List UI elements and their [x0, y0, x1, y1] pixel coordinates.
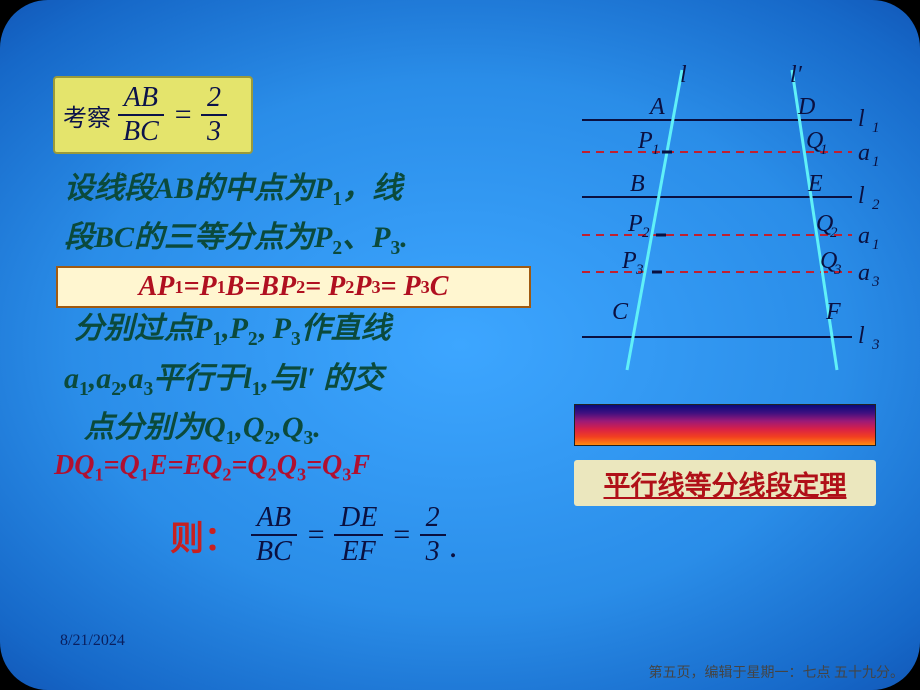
frac-2-3: 2 3: [201, 84, 227, 146]
svg-text:E: E: [807, 171, 823, 197]
svg-text:A: A: [648, 94, 665, 120]
svg-text:1: 1: [872, 154, 880, 170]
svg-text:P: P: [637, 128, 653, 154]
theorem-title: 平行线等分线段定理: [574, 460, 876, 506]
svg-text:F: F: [825, 299, 841, 325]
svg-text:a: a: [858, 140, 870, 166]
body-text: 设线段AB的中点为P1，线 段BC的三等分点为P2、P3. spacer 分别过…: [64, 166, 534, 454]
date-footer: 8/21/2024: [60, 632, 125, 650]
svg-text:1: 1: [820, 142, 828, 158]
svg-text:D: D: [797, 94, 815, 120]
svg-text:P: P: [627, 211, 643, 237]
svg-text:l: l: [858, 106, 865, 132]
svg-text:3: 3: [635, 262, 644, 278]
parallel-lines-diagram: ll′ADl1P1Q1a1BEl2P2Q2a1P3Q3a3CFl3: [572, 60, 890, 380]
conclusion-equation: 则： ABBC = DEEF = 23 .: [170, 504, 458, 566]
formula-box: 考察 AB BC = 2 3: [53, 76, 253, 154]
dq-equation: DQ1=Q1E=EQ2=Q2Q3=Q3F: [54, 450, 370, 486]
svg-text:l′: l′: [790, 62, 803, 88]
svg-text:1: 1: [872, 120, 880, 136]
svg-text:3: 3: [871, 337, 880, 353]
svg-text:l: l: [680, 62, 687, 88]
svg-text:l: l: [858, 183, 865, 209]
svg-text:l: l: [858, 323, 865, 349]
frac-ab-bc: AB BC: [117, 84, 165, 146]
svg-text:1: 1: [652, 142, 660, 158]
formula-label: 考察: [63, 98, 111, 133]
equals-sign: =: [173, 98, 193, 132]
svg-text:3: 3: [833, 262, 842, 278]
page-footer: 第五页，编辑于星期一：七点 五十九分。: [649, 662, 905, 682]
svg-text:a: a: [858, 260, 870, 286]
svg-text:2: 2: [872, 197, 880, 213]
svg-text:2: 2: [830, 225, 838, 241]
svg-text:2: 2: [642, 225, 650, 241]
gradient-bar: [574, 404, 876, 446]
svg-text:1: 1: [872, 237, 880, 253]
ze-label: 则：: [170, 511, 238, 560]
svg-text:3: 3: [871, 274, 880, 290]
svg-text:a: a: [858, 223, 870, 249]
svg-text:B: B: [630, 171, 645, 197]
slide: 考察 AB BC = 2 3 设线段AB的中点为P1，线 段BC的三等分点为P2…: [0, 0, 920, 690]
svg-text:P: P: [621, 248, 637, 274]
svg-text:C: C: [612, 299, 629, 325]
highlight-equation: AP1=P1B=BP2= P2P3= P3C: [56, 266, 531, 308]
